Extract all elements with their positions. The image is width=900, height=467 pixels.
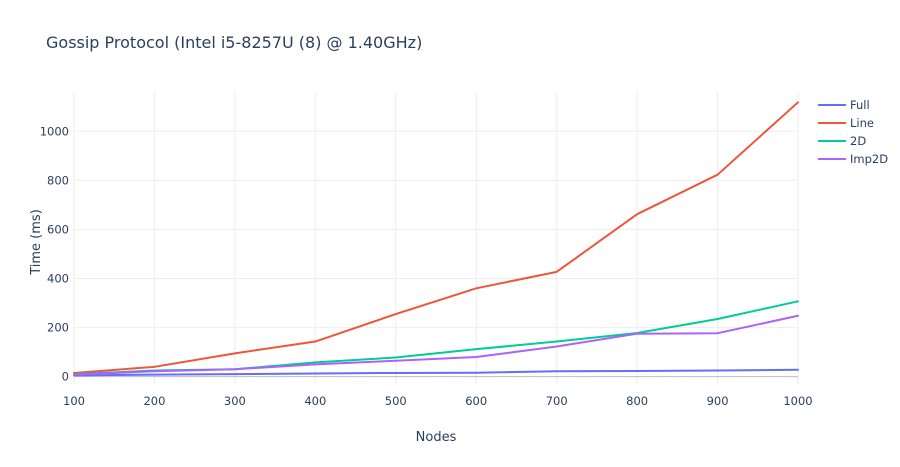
y-tick-label: 800 [47,173,69,187]
y-axis-title: Time (ms) [29,209,44,276]
legend-label: Imp2D [850,152,888,166]
x-tick-label: 600 [465,394,487,408]
series-line-imp2d [73,314,799,376]
grid-layer [73,92,799,384]
legend-item-line[interactable]: Line [818,116,874,130]
legend-item-full[interactable]: Full [818,98,870,112]
x-tick-label: 400 [304,394,326,408]
x-tick-label: 300 [224,394,246,408]
x-axis-title: Nodes [416,430,457,445]
series-line-2d [73,300,799,376]
tick-labels: 100 200 300 400 500 600 700 800 900 1000 0 200 400 60… [40,124,813,408]
legend: Full Line 2D Imp2D [818,98,888,166]
x-tick-label: 1000 [783,394,812,408]
y-tick-label: 0 [62,370,69,384]
chart-title: Gossip Protocol (Intel i5-8257U (8) @ 1.… [46,33,422,52]
legend-item-imp2d[interactable]: Imp2D [818,152,888,166]
x-tick-label: 500 [385,394,407,408]
legend-label: Line [850,116,874,130]
y-tick-label: 1000 [40,124,69,138]
series-lines [73,101,799,377]
x-tick-label: 200 [143,394,165,408]
y-tick-label: 400 [47,271,69,285]
x-tick-label: 800 [626,394,648,408]
legend-item-2d[interactable]: 2D [818,134,866,148]
x-tick-label: 900 [707,394,729,408]
series-line-line [73,101,799,374]
x-tick-label: 100 [63,394,85,408]
x-tick-label: 700 [546,394,568,408]
y-tick-label: 600 [47,222,69,236]
legend-label: Full [850,98,870,112]
y-tick-label: 200 [47,321,69,335]
series-line-full [73,368,799,377]
legend-label: 2D [850,134,866,148]
